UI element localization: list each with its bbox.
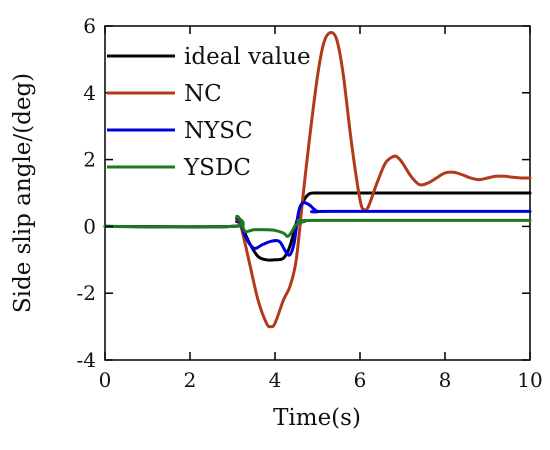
plot-area: 0 2 4 6 8 10 -4 -2 0 2 4 6 ideal value NC NYSC YSDC [77,14,543,392]
series-line-3 [103,214,532,238]
x-tick-label: 8 [439,368,452,392]
x-tick-label: 4 [269,368,282,392]
x-axis-ticks: 0 2 4 6 8 10 [99,26,543,392]
legend-label-2: NYSC [184,118,253,144]
y-axis-ticks: -4 -2 0 2 4 6 [77,14,530,372]
y-tick-label: 2 [83,148,96,172]
legend-label-0: ideal value [184,44,311,70]
y-axis-title: Side slip angle/(deg) [10,73,36,313]
legend-label-3: YSDC [183,155,251,181]
y-tick-label: -2 [77,281,96,305]
x-tick-label: 2 [184,368,197,392]
x-tick-label: 0 [99,368,112,392]
legend-label-1: NC [184,81,222,107]
series-line-2 [103,201,532,257]
x-tick-label: 6 [354,368,367,392]
y-tick-label: 0 [83,214,96,238]
series-layer [103,31,532,329]
x-tick-label: 10 [517,368,542,392]
y-tick-label: 6 [83,14,96,38]
series-line-1 [103,31,532,329]
y-tick-label: -4 [77,348,96,372]
y-tick-label: 4 [83,81,96,105]
x-axis-title: Time(s) [273,405,361,431]
legend: ideal value NC NYSC YSDC [107,44,311,181]
